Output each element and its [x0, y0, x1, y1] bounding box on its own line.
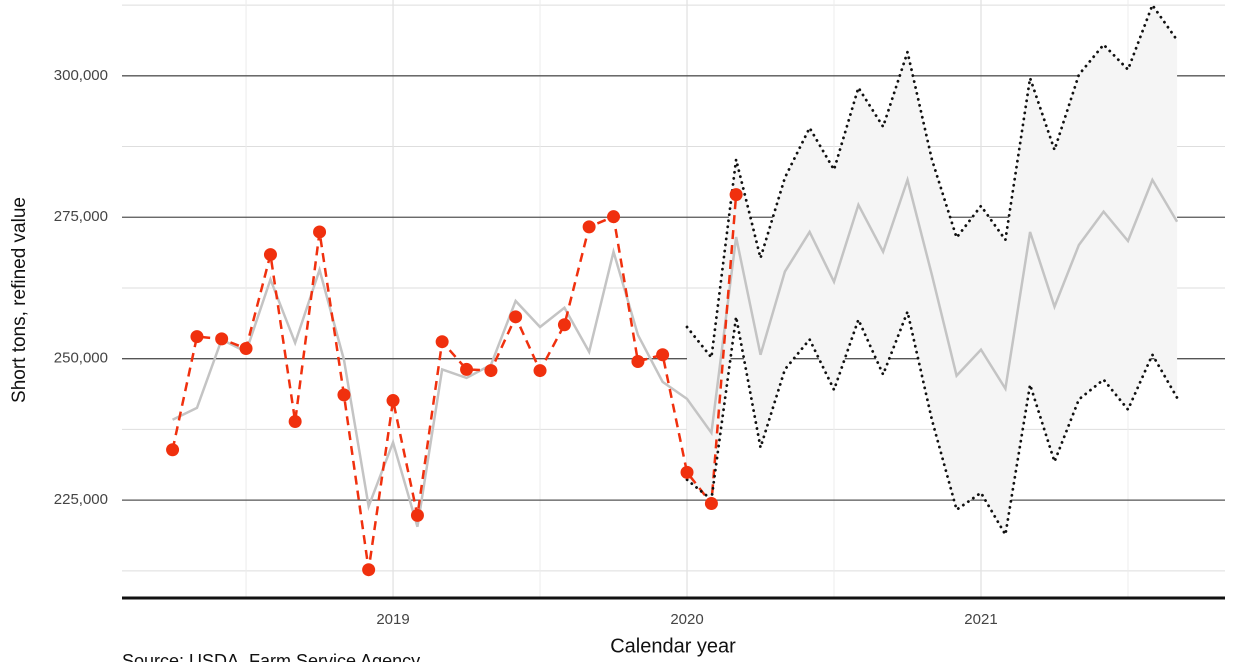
x-tick-label: 2021 — [964, 611, 997, 628]
y-tick-label: 300,000 — [54, 67, 108, 84]
data-point — [190, 330, 204, 344]
data-point — [704, 497, 718, 511]
data-point — [729, 188, 743, 202]
data-point — [484, 364, 498, 378]
y-tick-label: 225,000 — [54, 491, 108, 508]
data-point — [435, 335, 449, 349]
data-point — [166, 443, 180, 457]
y-tick-label: 275,000 — [54, 208, 108, 225]
band-lower-line — [685, 306, 1179, 539]
data-point — [460, 362, 474, 376]
data-point — [557, 318, 571, 332]
data-point — [313, 225, 327, 239]
data-point — [533, 364, 547, 378]
x-tick-label: 2020 — [670, 611, 703, 628]
data-point — [582, 220, 596, 234]
data-point — [215, 332, 229, 346]
data-point — [386, 394, 400, 408]
series-line — [171, 194, 738, 570]
data-point — [337, 388, 351, 402]
data-point — [410, 508, 424, 522]
confidence-band — [687, 5, 1178, 535]
plot — [166, 2, 1179, 577]
data-point — [239, 342, 253, 356]
source-note: Source: USDA, Farm Service Agency — [122, 651, 420, 662]
x-axis-label: Calendar year — [610, 635, 736, 657]
y-axis-label: Short tons, refined value — [9, 197, 30, 403]
data-point — [362, 563, 376, 577]
y-tick-label: 250,000 — [54, 350, 108, 367]
data-point — [263, 248, 277, 262]
data-point — [607, 210, 621, 224]
data-point — [631, 355, 645, 369]
data-point — [509, 310, 523, 324]
data-point — [680, 465, 694, 479]
data-point — [656, 348, 670, 362]
x-tick-label: 2019 — [376, 611, 409, 628]
band-upper-line — [685, 2, 1179, 362]
series-line — [172, 175, 1179, 528]
data-point — [288, 414, 302, 428]
